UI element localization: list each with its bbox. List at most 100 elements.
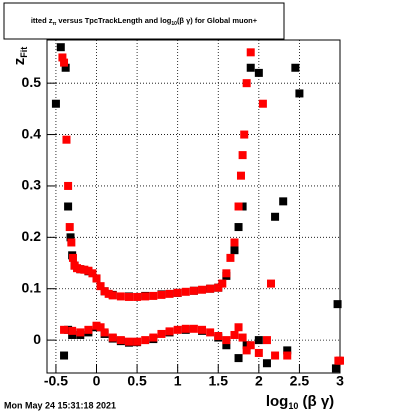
point — [246, 48, 255, 57]
point — [62, 135, 71, 144]
point — [149, 333, 158, 342]
point — [238, 333, 247, 342]
point — [157, 329, 166, 338]
x-axis-label: log10 (β γ) — [266, 393, 334, 411]
point — [222, 341, 231, 350]
text-part: log — [266, 393, 289, 410]
point — [165, 327, 174, 336]
point — [271, 351, 280, 360]
point — [242, 341, 251, 350]
point — [181, 324, 190, 333]
point — [230, 246, 239, 255]
point — [100, 287, 109, 296]
point — [100, 328, 109, 337]
point — [226, 253, 235, 262]
point — [64, 181, 73, 190]
x-tick-label: 1 — [174, 373, 182, 389]
point — [246, 341, 255, 350]
point — [116, 336, 125, 345]
point — [133, 337, 142, 346]
point — [141, 336, 150, 345]
point — [84, 325, 93, 334]
y-tick-label: 0.2 — [22, 228, 42, 244]
point — [68, 330, 77, 339]
point — [262, 359, 271, 368]
point — [267, 279, 276, 288]
point — [64, 202, 73, 211]
point — [60, 351, 69, 360]
point — [64, 325, 73, 334]
point — [295, 89, 304, 98]
point — [173, 325, 182, 334]
chart-title: itted zπ versus TpcTrackLength and log10… — [31, 16, 258, 27]
point — [189, 324, 198, 333]
point — [80, 265, 89, 274]
point — [206, 328, 215, 337]
point — [222, 336, 231, 345]
point — [234, 202, 243, 211]
point — [214, 332, 223, 340]
point — [333, 300, 342, 309]
point — [61, 63, 70, 72]
plot-frame — [46, 39, 341, 374]
x-tick-label: 0.5 — [127, 373, 147, 389]
point — [76, 328, 85, 337]
subscript: Fit — [19, 47, 29, 58]
x-tick-label: 1.5 — [209, 373, 229, 389]
point — [271, 212, 280, 221]
point — [58, 53, 67, 62]
point — [157, 290, 166, 299]
point — [258, 99, 267, 108]
point — [76, 265, 85, 274]
point — [198, 325, 207, 334]
point — [242, 79, 251, 88]
point — [96, 282, 105, 291]
point — [149, 291, 158, 300]
point — [92, 274, 101, 283]
y-tick-label: 0.3 — [22, 177, 42, 193]
x-tick-label: 3 — [336, 373, 344, 389]
point — [66, 233, 75, 242]
point — [51, 99, 60, 108]
point — [254, 336, 263, 345]
point — [242, 346, 251, 355]
text-part: (β γ) — [298, 393, 334, 410]
point — [236, 171, 245, 180]
point — [336, 356, 344, 365]
point — [230, 238, 239, 247]
subscript: 10 — [288, 401, 298, 411]
point — [124, 292, 133, 301]
point — [67, 238, 76, 247]
x-tick-label: 2 — [255, 373, 263, 389]
point — [104, 289, 113, 298]
point — [214, 283, 223, 292]
x-tick-label: -0.5 — [44, 373, 68, 389]
point — [60, 325, 69, 334]
subscript: π — [53, 21, 57, 27]
point — [173, 288, 182, 297]
y-tick-label: 0.1 — [22, 279, 42, 295]
text-part: z — [11, 58, 28, 66]
point — [230, 330, 239, 339]
point — [189, 286, 198, 295]
point — [240, 130, 249, 139]
y-tick-label: 0.5 — [22, 74, 42, 90]
y-axis-label: zFit — [11, 47, 29, 66]
point — [56, 43, 65, 52]
point — [222, 269, 231, 278]
point — [234, 223, 243, 232]
point — [84, 266, 93, 275]
point — [283, 351, 292, 360]
point — [246, 63, 255, 72]
point — [165, 289, 174, 298]
y-tick-label: 0.4 — [22, 125, 42, 141]
point — [181, 287, 190, 296]
timestamp: Mon May 24 15:31:18 2021 — [4, 400, 116, 410]
point — [116, 292, 125, 301]
point — [68, 253, 77, 262]
point — [68, 326, 77, 335]
x-tick-label: 0 — [93, 373, 101, 389]
point — [206, 284, 215, 293]
point — [262, 336, 271, 345]
